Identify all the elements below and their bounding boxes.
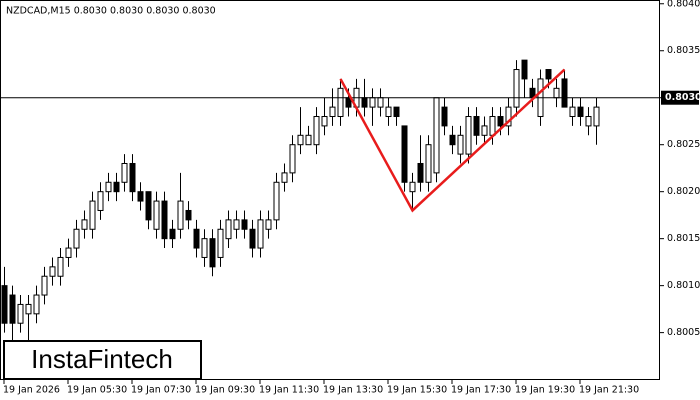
candle-body [441, 106, 448, 127]
current-price-label: 0.8030 [665, 92, 700, 103]
candle-body [321, 116, 328, 127]
candle-body [433, 97, 440, 174]
candle-body [257, 219, 264, 249]
candle-body [25, 303, 32, 315]
candle-body [41, 275, 48, 296]
candle-body [145, 191, 152, 221]
candle-body [273, 181, 280, 221]
candle-body [313, 116, 320, 146]
candle-body [369, 97, 376, 108]
candle-body [97, 191, 104, 211]
candle-body [305, 134, 312, 146]
candle-body [465, 116, 472, 155]
candle-body [513, 69, 520, 108]
candle-body [297, 134, 304, 146]
candle-body [105, 181, 112, 193]
candle-body [505, 106, 512, 127]
candle-body [169, 228, 176, 240]
x-tick-label: 19 Jan 2026 [3, 385, 60, 396]
candle-body [393, 106, 400, 118]
x-tick-label: 19 Jan 09:30 [195, 385, 255, 396]
y-tick-label: 0.8020 [667, 186, 700, 197]
candle-body [449, 134, 456, 146]
candle-body [233, 219, 240, 230]
y-tick-label: 0.8015 [667, 233, 700, 244]
candle-body [193, 228, 200, 249]
candle-body [329, 106, 336, 118]
candle-body [481, 125, 488, 136]
candle-body [593, 106, 600, 127]
chart-header: NZDCAD,M15 0.8030 0.8030 0.8030 0.8030 [6, 6, 216, 17]
candle-body [577, 106, 584, 118]
logo: InstaFintech [31, 344, 173, 374]
candle-body [425, 144, 432, 183]
candle-body [521, 59, 528, 80]
candle-body [81, 219, 88, 230]
pattern-line [339, 68, 566, 213]
x-tick-label: 19 Jan 11:30 [259, 385, 319, 396]
plot-frame [0, 0, 660, 380]
candle-body [153, 200, 160, 230]
candle-body [417, 162, 424, 183]
candle-body [1, 285, 8, 324]
candle-body [249, 228, 256, 249]
candle-body [161, 200, 168, 240]
x-tick-label: 19 Jan 07:30 [131, 385, 191, 396]
y-tick-label: 0.8005 [667, 327, 700, 338]
candle-body [585, 116, 592, 127]
candle-body [553, 87, 560, 99]
x-tick-label: 19 Jan 15:30 [387, 385, 447, 396]
candle-body [225, 219, 232, 240]
candle-body [185, 209, 192, 221]
x-tick-label: 19 Jan 19:30 [515, 385, 575, 396]
x-tick-label: 19 Jan 13:30 [323, 385, 383, 396]
candle-body [121, 162, 128, 183]
y-tick-label: 0.8025 [667, 139, 700, 150]
candle-body [17, 303, 24, 324]
candle-body [9, 294, 16, 324]
candle-body [409, 181, 416, 193]
x-tick-label: 19 Jan 05:30 [67, 385, 127, 396]
candle-body [113, 181, 120, 193]
y-tick-label: 0.8010 [667, 280, 700, 291]
candle-body [241, 219, 248, 230]
candle-body [281, 172, 288, 183]
x-tick-label: 19 Jan 21:30 [579, 385, 639, 396]
candle-body [337, 87, 344, 118]
candle-body [545, 69, 552, 80]
candle-body [201, 238, 208, 258]
y-tick-label: 0.8035 [667, 45, 700, 56]
candle-body [377, 97, 384, 108]
candle-body [361, 97, 368, 108]
candle-body [561, 78, 568, 108]
candle-body [473, 116, 480, 136]
candle-body [89, 200, 96, 230]
candle-body [129, 162, 136, 193]
x-tick-label: 19 Jan 17:30 [451, 385, 511, 396]
candle-body [401, 125, 408, 183]
candle-body [57, 256, 64, 277]
candle-body [177, 200, 184, 230]
candle-body [65, 247, 72, 258]
candle-body [33, 294, 40, 315]
candle-body [217, 228, 224, 258]
candle-body [569, 106, 576, 118]
candle-body [265, 219, 272, 230]
candle-body [457, 134, 464, 155]
candle-body [385, 106, 392, 118]
y-tick-label: 0.8040 [667, 0, 700, 9]
logo-box [3, 340, 202, 380]
candle-body [209, 238, 216, 268]
candle-body [489, 116, 496, 136]
candle-body [289, 144, 296, 174]
candle-body [137, 191, 144, 202]
candle-body [49, 266, 56, 277]
candle-body [73, 228, 80, 249]
current-price-box [661, 90, 699, 105]
candle-body [497, 116, 504, 127]
